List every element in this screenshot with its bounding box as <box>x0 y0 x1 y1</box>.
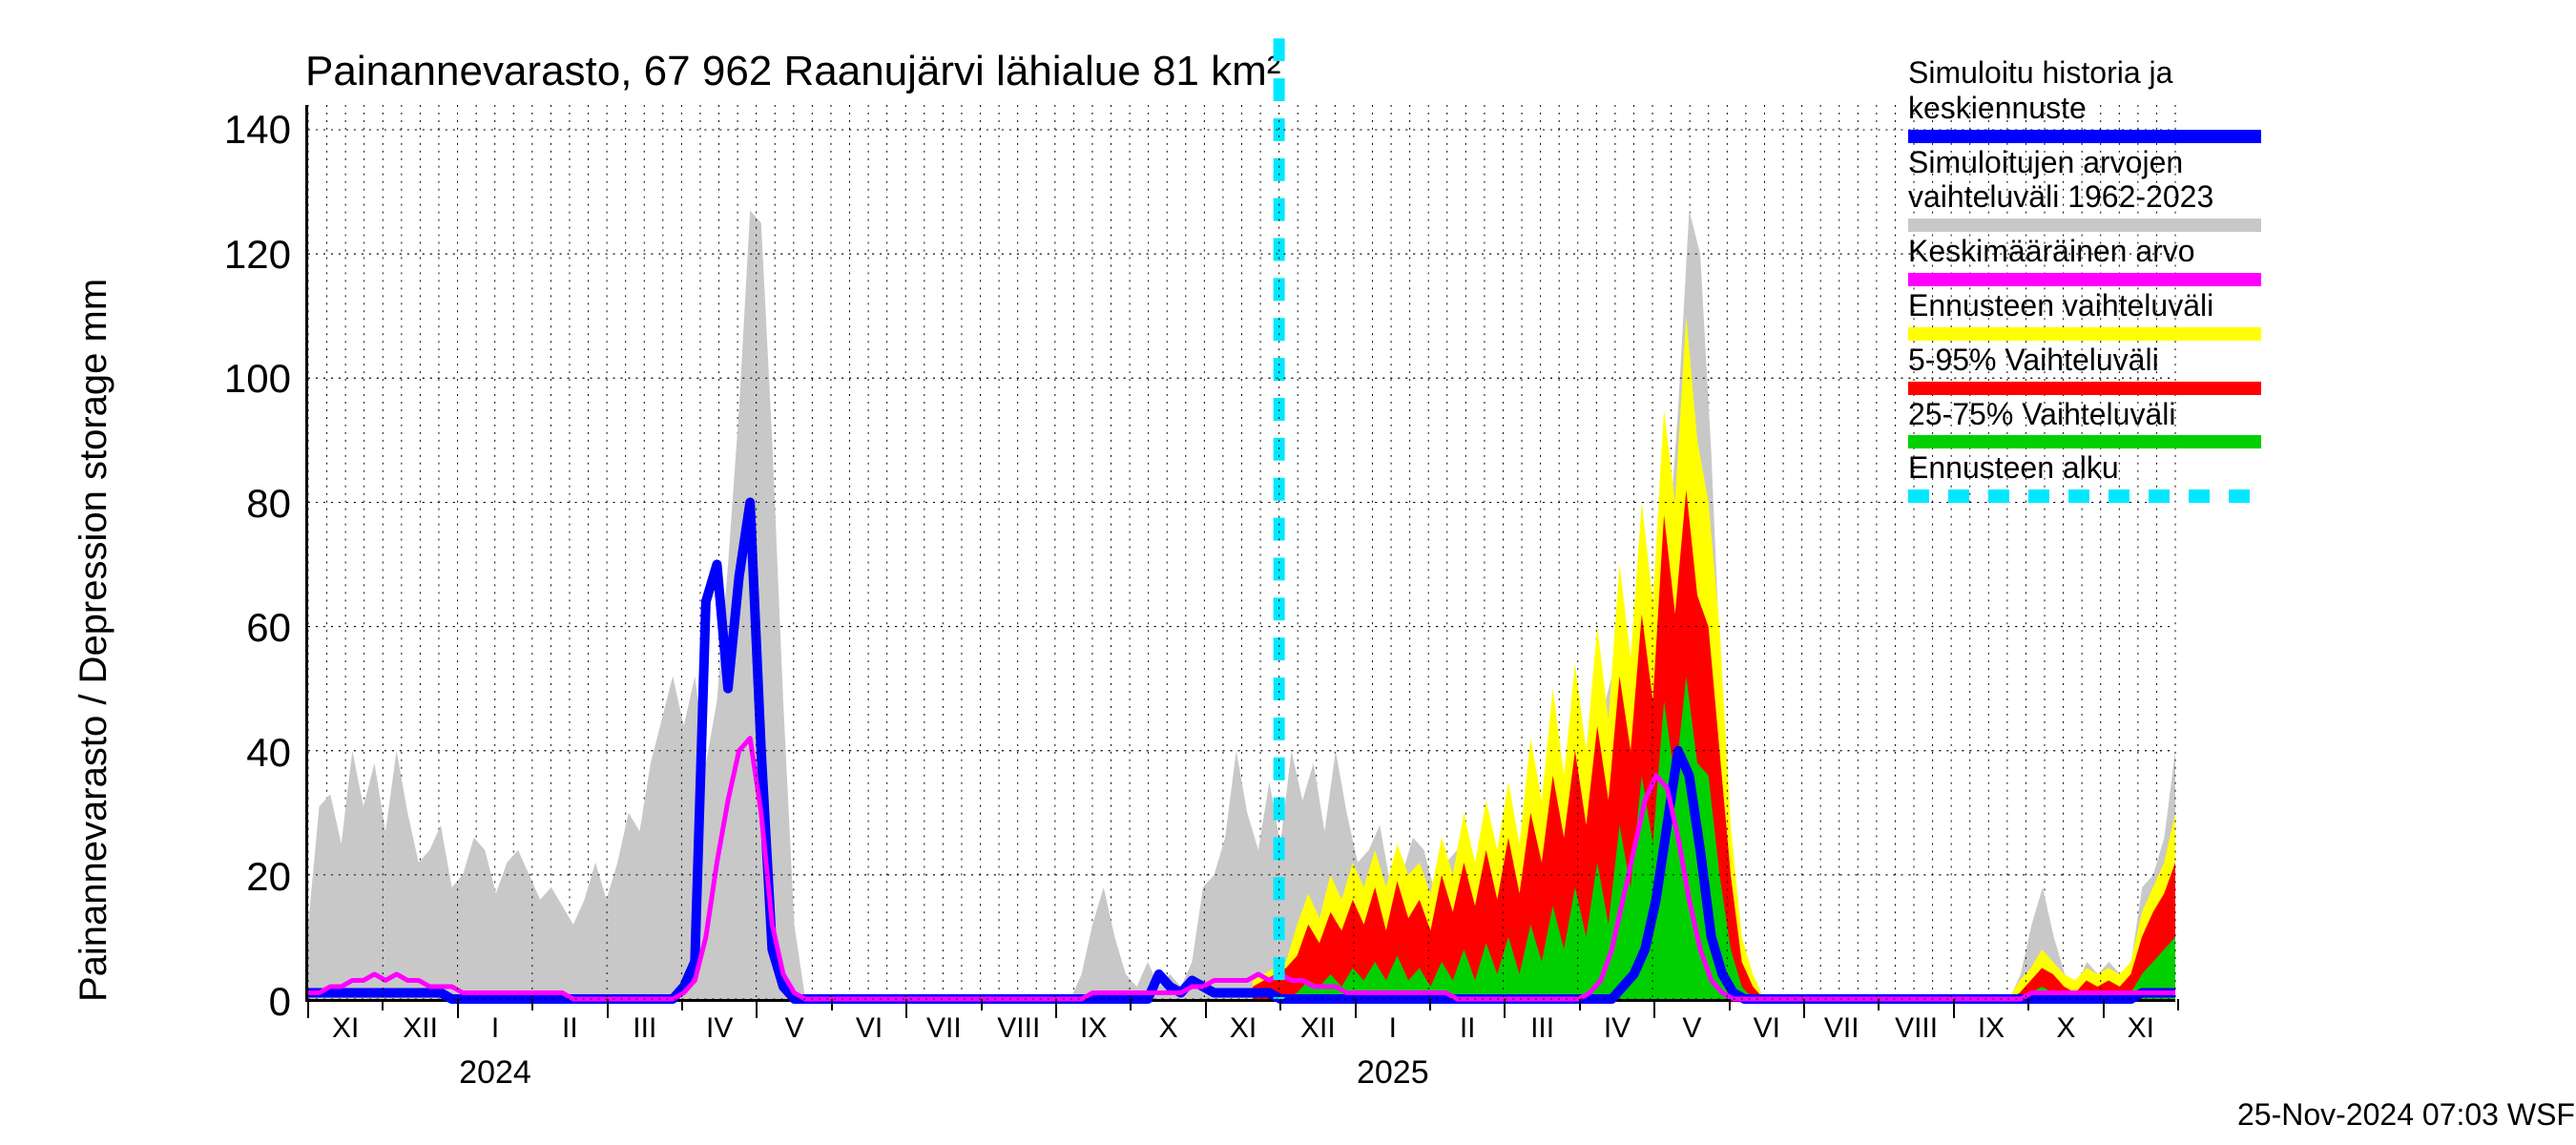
legend-item: Simuloitu historia jakeskiennuste <box>1908 55 2261 143</box>
y-axis-label: Painannevarasto / Depression storage mm <box>73 279 115 1002</box>
legend-swatch <box>1908 219 2261 232</box>
y-tick-label: 80 <box>246 481 308 527</box>
gray-band <box>308 211 2175 999</box>
legend-swatch <box>1908 327 2261 341</box>
legend-item: Ennusteen alku <box>1908 450 2261 503</box>
x-tick-label: IV <box>1604 999 1631 1045</box>
y-tick-label: 120 <box>224 232 308 278</box>
x-year-label: 2024 <box>459 999 531 1092</box>
x-tick-label: XII <box>1300 999 1336 1045</box>
x-tick-label: XII <box>403 999 438 1045</box>
legend-label: 25-75% Vaihteluväli <box>1908 397 2261 432</box>
x-tick-label: X <box>2056 999 2075 1045</box>
legend-item: Keskimääräinen arvo <box>1908 234 2261 286</box>
y-tick-label: 100 <box>224 356 308 402</box>
legend-swatch <box>1908 489 2261 503</box>
legend-label: keskiennuste <box>1908 91 2261 126</box>
y-tick-label: 20 <box>246 854 308 900</box>
legend-item: 25-75% Vaihteluväli <box>1908 397 2261 449</box>
legend-swatch <box>1908 273 2261 286</box>
x-tick-label: V <box>785 999 804 1045</box>
footer-timestamp: 25-Nov-2024 07:03 WSFS-O <box>2237 1097 2576 1133</box>
x-tick-label: II <box>1460 999 1476 1045</box>
x-tick-label: III <box>633 999 656 1045</box>
data-layer <box>308 105 2175 999</box>
legend-label: Ennusteen vaihteluväli <box>1908 288 2261 323</box>
legend: Simuloitu historia jakeskiennusteSimuloi… <box>1908 55 2261 505</box>
x-tick-label: VI <box>856 999 883 1045</box>
x-tick-label: VII <box>1824 999 1859 1045</box>
y-tick-label: 140 <box>224 107 308 153</box>
legend-item: Simuloitujen arvojenvaihteluväli 1962-20… <box>1908 145 2261 233</box>
y-tick-label: 0 <box>269 979 308 1025</box>
x-tick-label: XI <box>1230 999 1257 1045</box>
legend-swatch <box>1908 130 2261 143</box>
x-tick-label: III <box>1530 999 1554 1045</box>
x-tick-label: IX <box>1978 999 2005 1045</box>
x-tick-label: VIII <box>1895 999 1938 1045</box>
x-tick-label: VI <box>1754 999 1780 1045</box>
legend-swatch <box>1908 435 2261 448</box>
legend-label: Simuloitu historia ja <box>1908 55 2261 91</box>
x-tick-label: VII <box>926 999 962 1045</box>
x-tick-label: X <box>1159 999 1178 1045</box>
x-tick-label: XI <box>332 999 359 1045</box>
chart-container: Painannevarasto, 67 962 Raanujärvi lähia… <box>0 0 2576 1145</box>
x-tick-label: XI <box>2128 999 2154 1045</box>
legend-label: vaihteluväli 1962-2023 <box>1908 179 2261 215</box>
legend-label: Ennusteen alku <box>1908 450 2261 486</box>
y-tick-label: 60 <box>246 605 308 651</box>
x-year-label: 2025 <box>1357 999 1429 1092</box>
legend-label: Keskimääräinen arvo <box>1908 234 2261 269</box>
x-tick-label: IX <box>1080 999 1107 1045</box>
x-tick-label: V <box>1682 999 1701 1045</box>
x-tick-label: IV <box>706 999 733 1045</box>
chart-title: Painannevarasto, 67 962 Raanujärvi lähia… <box>305 48 1280 95</box>
legend-item: 5-95% Vaihteluväli <box>1908 343 2261 395</box>
legend-item: Ennusteen vaihteluväli <box>1908 288 2261 341</box>
x-tick-label: II <box>562 999 578 1045</box>
legend-swatch <box>1908 382 2261 395</box>
legend-label: Simuloitujen arvojen <box>1908 145 2261 180</box>
y-tick-label: 40 <box>246 730 308 776</box>
x-tick-label: VIII <box>997 999 1040 1045</box>
plot-area: 020406080100120140XIXIIIIIIIIIVVVIVIIVII… <box>305 105 2175 1002</box>
legend-label: 5-95% Vaihteluväli <box>1908 343 2261 378</box>
